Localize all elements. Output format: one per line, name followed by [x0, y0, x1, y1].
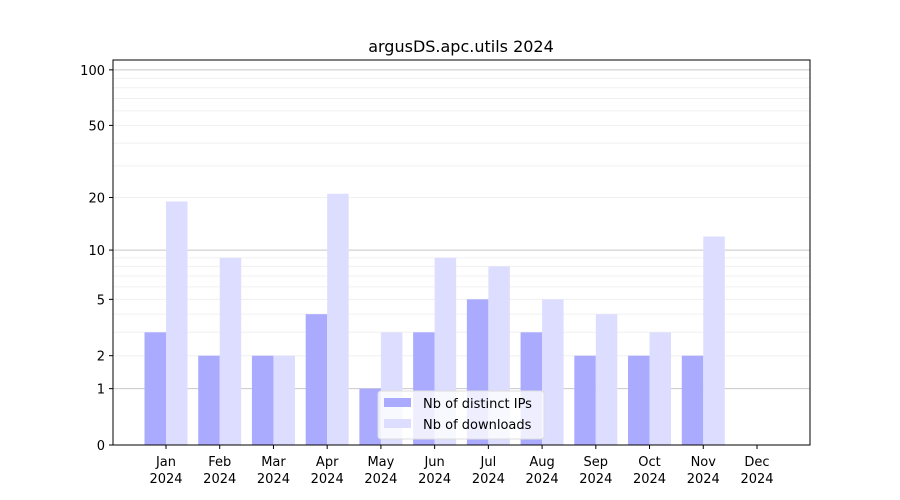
plot-frame — [112, 59, 811, 446]
bar-downloads — [327, 193, 349, 445]
bar-distinct-ips — [681, 355, 704, 445]
x-tick-label: Jun 2024 — [418, 455, 451, 487]
bar-distinct-ips — [305, 314, 328, 445]
bar-distinct-ips — [628, 355, 650, 445]
y-tick-label: 2 — [97, 350, 105, 365]
bar-distinct-ips — [359, 388, 381, 445]
legend-box — [377, 390, 545, 440]
y-tick-label: 20 — [88, 192, 105, 207]
bar-distinct-ips — [574, 355, 596, 445]
x-tick-label: Sep 2024 — [579, 455, 612, 487]
x-tick-label: Dec 2024 — [740, 455, 773, 487]
x-tick-label: Jan 2024 — [149, 455, 182, 487]
bar-downloads — [219, 257, 242, 445]
bar-distinct-ips — [251, 355, 274, 445]
x-tick-label: Apr 2024 — [311, 455, 344, 487]
bar-downloads — [649, 332, 672, 445]
x-tick-label: Feb 2024 — [203, 455, 236, 487]
bar-downloads — [703, 236, 725, 445]
legend-swatch — [384, 398, 411, 407]
y-tick-label: 0 — [97, 439, 105, 454]
y-tick-label: 1 — [97, 383, 105, 398]
x-tick-label: Oct 2024 — [633, 455, 666, 487]
bar-distinct-ips — [144, 332, 166, 445]
x-tick-label: Jul 2024 — [472, 455, 505, 487]
legend-label: Nb of downloads — [423, 418, 532, 433]
bar-downloads — [595, 314, 618, 445]
x-tick-label: May 2024 — [364, 455, 397, 487]
bar-distinct-ips — [198, 355, 220, 445]
y-tick-label: 5 — [97, 293, 105, 308]
y-tick-label: 100 — [80, 64, 105, 79]
y-tick-label: 50 — [88, 119, 105, 134]
y-tick-label: 10 — [88, 244, 105, 259]
x-tick-label: Nov 2024 — [687, 455, 720, 487]
legend-swatch — [384, 419, 411, 428]
legend: Nb of distinct IPs Nb of downloads — [377, 390, 545, 440]
bar-downloads — [273, 355, 295, 445]
x-tick-label: Aug 2024 — [526, 455, 559, 487]
chart-title: argusDS.apc.utils 2024 — [368, 37, 554, 56]
bar-downloads — [166, 201, 188, 445]
legend-label: Nb of distinct IPs — [423, 397, 532, 412]
x-tick-label: Mar 2024 — [257, 455, 290, 487]
bar-downloads — [542, 299, 564, 445]
